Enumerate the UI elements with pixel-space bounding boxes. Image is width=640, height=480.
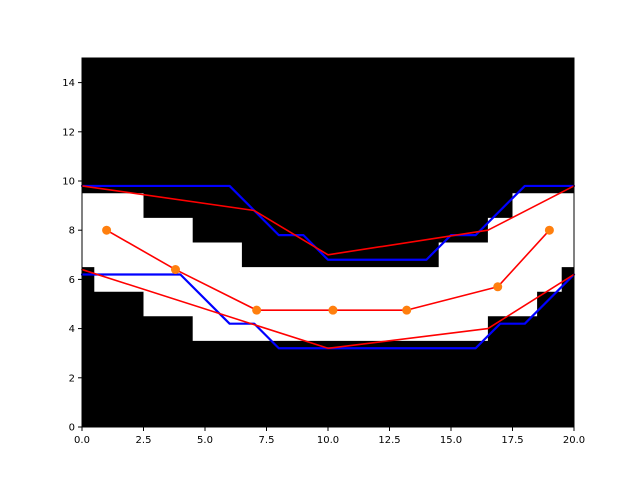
y-tick-label: 8 xyxy=(69,226,75,237)
x-tick-label: 20.0 xyxy=(563,435,585,446)
x-tick-label: 5.0 xyxy=(197,435,213,446)
scatter-point-3 xyxy=(252,305,262,315)
y-tick-label: 6 xyxy=(69,275,75,286)
y-tick-label: 14 xyxy=(62,78,75,89)
y-tick-label: 12 xyxy=(62,127,75,138)
series-line-3 xyxy=(81,185,575,256)
scatter-point-7 xyxy=(544,225,554,235)
scatter-point-6 xyxy=(493,282,503,292)
scatter-point-1 xyxy=(102,225,112,235)
free-region xyxy=(82,193,574,341)
scatter-point-2 xyxy=(170,265,180,275)
x-tick-label: 17.5 xyxy=(501,435,523,446)
x-tick-label: 15.0 xyxy=(440,435,462,446)
y-tick-label: 10 xyxy=(62,177,75,188)
axes: 0.0 2.5 5.0 7.5 10.0 12.5 15.0 17.5 20.0 0 2 4 6 8 10 1… xyxy=(62,57,585,446)
x-tick-label: 2.5 xyxy=(136,435,152,446)
x-tick-label: 7.5 xyxy=(259,435,275,446)
y-tick-label: 4 xyxy=(69,324,75,335)
x-tick-label: 0.0 xyxy=(74,435,90,446)
x-tick-label: 12.5 xyxy=(378,435,400,446)
y-tick-label: 2 xyxy=(69,373,75,384)
y-tick-label: 0 xyxy=(69,423,75,434)
series-line-2 xyxy=(80,273,576,350)
scatter-point-5 xyxy=(402,305,412,315)
plot-area xyxy=(80,58,576,427)
scatter-point-4 xyxy=(328,305,338,315)
x-tick-label: 10.0 xyxy=(317,435,339,446)
series-line-4 xyxy=(81,268,575,350)
